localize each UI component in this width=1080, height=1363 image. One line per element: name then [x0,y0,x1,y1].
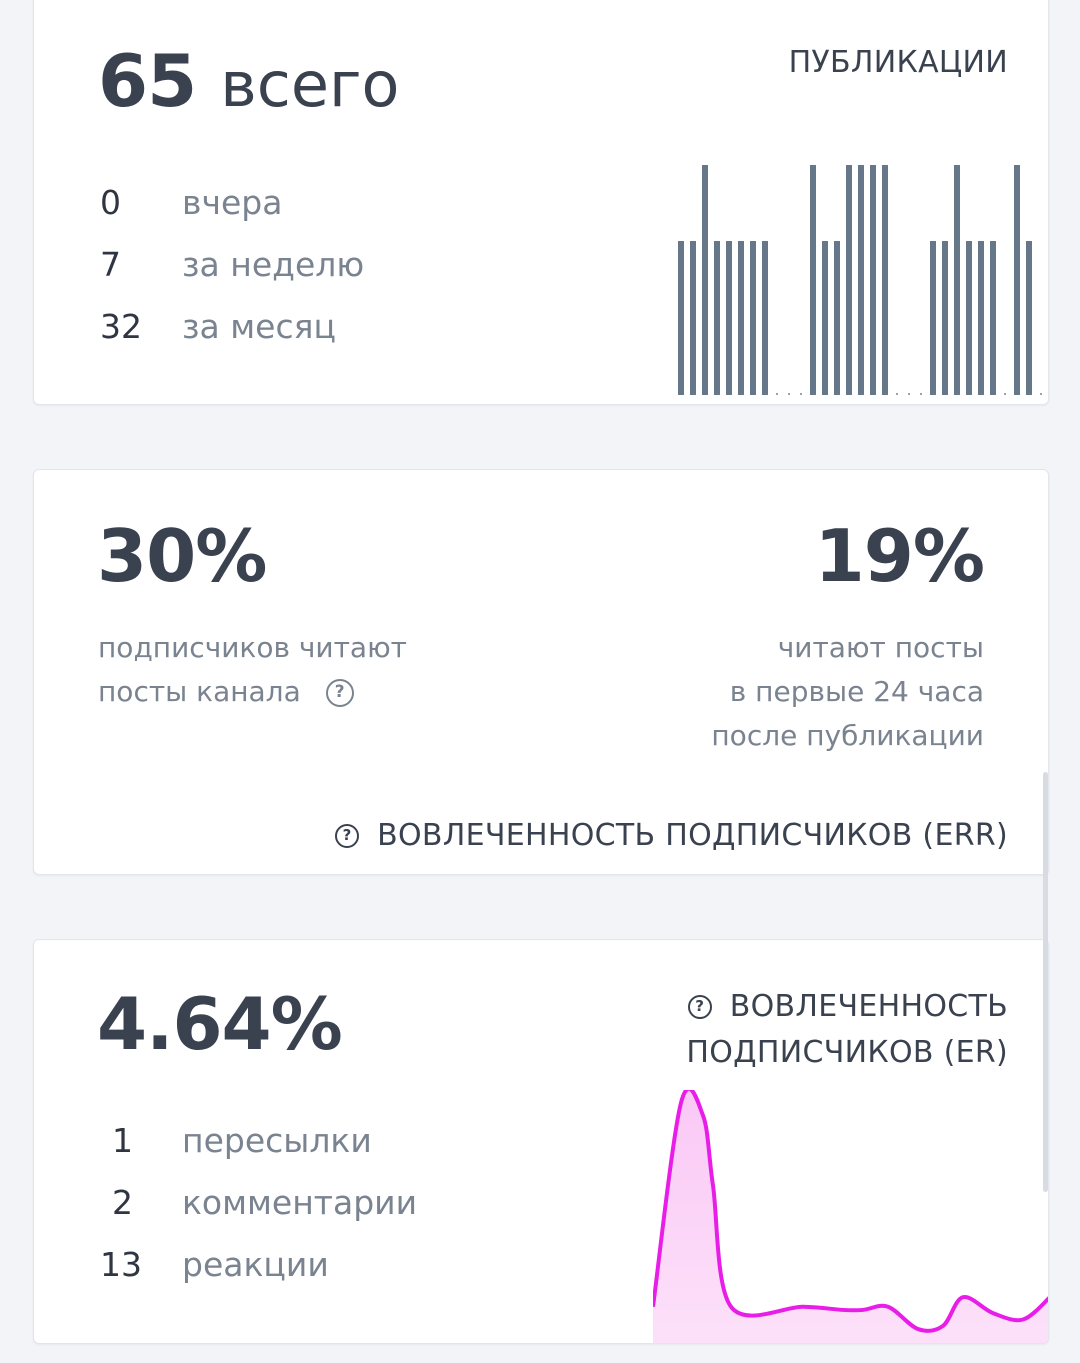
stat-value: 32 [100,306,142,346]
bar [930,241,936,395]
stat-row-week: 7 за неделю [100,242,364,286]
bar [690,241,696,395]
stat-row-comments: 2 комментарии [100,1180,417,1224]
stat-label: за месяц [182,306,336,346]
posts-bar-chart [678,165,1042,395]
bar [990,241,996,395]
stat-value: 7 [100,244,121,284]
er-line [653,1090,1048,1333]
er-area-fill [653,1090,1048,1343]
er-card-label-text: ВОВЛЕЧЕННОСТЬ [729,989,1008,1024]
err-left-description: подписчиков читают посты канала ? [98,626,407,714]
bar [858,165,864,395]
bar-empty-marker [1040,393,1042,395]
stat-label: комментарии [182,1182,418,1222]
bar [1026,241,1032,395]
stat-row-forwards: 1 пересылки [100,1118,372,1162]
er-card: 4.64% ? ВОВЛЕЧЕННОСТЬ ПОДПИСЧИКОВ (ER) 1… [33,939,1049,1344]
bar-empty-marker [1004,393,1006,395]
question-circle-icon[interactable]: ? [325,679,354,707]
err-right-desc-line: после публикации [711,719,984,752]
posts-total: 65 всего [98,39,399,123]
bar [846,165,852,395]
bar [762,241,768,395]
bar [822,241,828,395]
stat-row-reactions: 13 реакции [100,1242,329,1286]
bar-empty-marker [908,393,910,395]
err-right-desc-line: читают посты [777,631,984,664]
er-card-label-text: ПОДПИСЧИКОВ (ER) [686,1035,1008,1070]
err-right-value: 19% [814,514,985,598]
err-right-description: читают посты в первые 24 часа после публ… [711,626,984,758]
bar [714,241,720,395]
question-circle-icon[interactable]: ? [335,823,360,848]
stat-value: 13 [100,1244,142,1284]
err-card-label: ? ВОВЛЕЧЕННОСТЬ ПОДПИСЧИКОВ (ERR) [335,818,1008,853]
scrollbar[interactable] [1043,772,1048,1192]
bar-empty-marker [920,393,922,395]
bar [702,165,708,395]
bar-empty-marker [776,393,778,395]
bar [1014,165,1020,395]
bar [966,241,972,395]
bar [870,165,876,395]
err-card: 30% подписчиков читают посты канала ? 19… [33,469,1049,875]
stat-label: за неделю [182,244,365,284]
bar [726,241,732,395]
stat-row-month: 32 за месяц [100,304,336,348]
bar [738,241,744,395]
bar [810,165,816,395]
stat-value: 2 [112,1182,133,1222]
er-value: 4.64% [97,982,343,1066]
bar-empty-marker [788,393,790,395]
err-left-desc-text: посты канала [98,675,301,708]
err-left-value: 30% [97,514,267,598]
err-left-desc-line2: посты канала ? [98,670,407,714]
question-circle-icon[interactable]: ? [687,995,712,1019]
err-right-desc-line: в первые 24 часа [729,675,984,708]
err-left-desc-line: подписчиков читают [98,631,407,664]
bar-empty-marker [800,393,802,395]
er-card-label-line: ? ВОВЛЕЧЕННОСТЬ [686,984,1008,1030]
stat-label: реакции [182,1244,329,1284]
stat-label: пересылки [182,1120,372,1160]
stat-value: 0 [100,182,121,222]
bar-empty-marker [896,393,898,395]
bar [978,241,984,395]
bar [750,241,756,395]
bar [678,241,684,395]
stat-label: вчера [182,182,283,222]
err-card-label-text: ВОВЛЕЧЕННОСТЬ ПОДПИСЧИКОВ (ERR) [377,818,1008,853]
bar [834,241,840,395]
posts-total-value: 65 [98,39,197,123]
posts-card-label: ПУБЛИКАЦИИ [788,45,1008,80]
bar [954,165,960,395]
bar [882,165,888,395]
stat-row-yesterday: 0 вчера [100,180,282,224]
stat-value: 1 [112,1120,133,1160]
er-area-chart [653,1090,1048,1343]
er-card-label: ? ВОВЛЕЧЕННОСТЬ ПОДПИСЧИКОВ (ER) [686,984,1008,1076]
posts-total-unit: всего [220,48,400,121]
posts-card: 65 всего ПУБЛИКАЦИИ 0 вчера 7 за неделю … [33,0,1049,405]
bar [942,241,948,395]
